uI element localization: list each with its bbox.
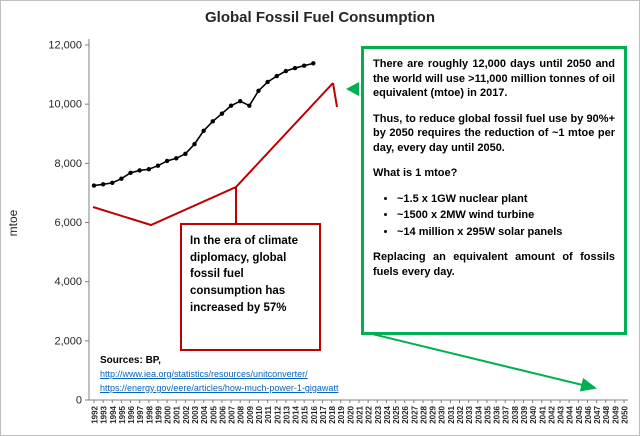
green-arrow-to-2050 [367,332,597,392]
x-tick-label: 2031 [447,405,456,423]
green-annotation-box: There are roughly 12,000 days until 2050… [361,46,627,335]
sources-block: Sources: BP, http://www.iea.org/statisti… [100,355,338,396]
x-tick-label: 1998 [145,405,154,423]
x-tick-label: 2036 [493,405,502,423]
x-tick-label: 2017 [319,405,328,423]
x-tick-label: 2021 [356,405,365,423]
mtoe-equivalents-list: ~1.5 x 1GW nuclear plant ~1500 x 2MW win… [373,192,615,240]
x-tick-label: 2046 [584,405,593,423]
energy-gov-gigawatt-link[interactable]: https://energy.gov/eere/articles/how-muc… [100,382,339,393]
green-box-paragraph-1: There are roughly 12,000 days until 2050… [373,58,615,100]
green-box-question: What is 1 mtoe? [373,167,458,180]
x-tick-label: 1997 [136,405,145,423]
x-tick-label: 2037 [502,405,511,423]
y-tick-label: 2,000 [54,335,82,347]
y-tick-label: 6,000 [54,217,82,229]
x-tick-label: 2005 [209,405,218,423]
x-tick-label: 2018 [328,405,337,423]
x-tick-label: 2012 [273,405,282,423]
y-axis-title: mtoe [6,209,20,236]
x-tick-label: 2032 [456,405,465,423]
list-item: ~14 million x 295W solar panels [397,225,615,240]
x-tick-label: 2002 [182,405,191,423]
x-tick-label: 1999 [154,405,163,423]
x-tick-label: 2003 [191,405,200,423]
list-item: ~1.5 x 1GW nuclear plant [397,192,615,207]
x-tick-label: 2048 [602,405,611,423]
x-tick-label: 1996 [127,405,136,423]
x-tick-label: 1993 [100,405,109,423]
green-box-paragraph-3: Replacing an equivalent amount of fossil… [373,251,615,278]
x-tick-label: 2011 [264,405,273,423]
x-tick-label: 2033 [465,405,474,423]
x-tick-label: 2022 [365,405,374,423]
y-tick-label: 8,000 [54,158,82,170]
x-tick-label: 2016 [310,405,319,423]
x-tick-label: 2025 [392,405,401,423]
green-box-paragraph-2: Thus, to reduce global fossil fuel use b… [373,112,615,154]
x-tick-label: 2027 [410,405,419,423]
x-tick-label: 2010 [255,405,264,423]
x-tick-label: 2043 [557,405,566,423]
x-tick-label: 2035 [483,405,492,423]
x-tick-label: 1994 [109,405,118,423]
y-tick-label: 12,000 [48,40,82,52]
x-tick-label: 2026 [401,405,410,423]
sources-label: Sources: BP, [100,355,161,366]
x-tick-label: 2020 [346,405,355,423]
y-axis-ticks: 0 2,000 4,000 6,000 8,000 10,000 12,000 [48,40,89,407]
x-tick-label: 2006 [218,405,227,423]
x-tick-label: 2038 [511,405,520,423]
chart-title: Global Fossil Fuel Consumption [204,9,435,26]
x-tick-label: 2030 [438,405,447,423]
x-tick-label: 2045 [575,405,584,423]
list-item: ~1500 x 2MW wind turbine [397,208,615,223]
x-tick-label: 2039 [520,405,529,423]
x-tick-label: 2029 [429,405,438,423]
x-tick-label: 2013 [282,405,291,423]
x-tick-label: 2049 [611,405,620,423]
x-tick-label: 2034 [474,405,483,423]
y-tick-label: 10,000 [48,99,82,111]
x-axis-ticks: 1992 1993 1994 1995 1996 1997 1998 1999 2000 2001… [91,400,630,424]
x-tick-label: 2009 [246,405,255,423]
x-tick-label: 2024 [383,405,392,423]
x-tick-label: 2028 [419,405,428,423]
x-tick-label: 2023 [374,405,383,423]
x-tick-label: 1992 [91,405,100,423]
red-annotation-text: In the era of climate diplomacy, global … [190,235,299,314]
x-tick-label: 2014 [292,405,301,423]
consumption-series-line [93,62,314,187]
x-tick-label: 2042 [547,405,556,423]
green-pointer-icon [346,82,359,96]
consumption-series-markers [91,61,316,188]
y-tick-label: 0 [76,395,82,407]
x-tick-label: 2041 [538,405,547,423]
x-tick-label: 2040 [529,405,538,423]
x-tick-label: 2008 [237,405,246,423]
iea-unitconverter-link[interactable]: http://www.iea.org/statistics/resources/… [100,369,308,379]
x-tick-label: 2000 [164,405,173,423]
red-bracket-callout [92,82,338,227]
y-tick-label: 4,000 [54,276,82,288]
x-tick-label: 2044 [566,405,575,423]
x-tick-label: 2047 [593,405,602,423]
red-annotation-box: In the era of climate diplomacy, global … [180,223,321,351]
x-tick-label: 2007 [228,405,237,423]
x-tick-label: 2004 [200,405,209,423]
x-tick-label: 2001 [173,405,182,423]
x-tick-label: 2050 [621,405,630,423]
x-tick-label: 2015 [301,405,310,423]
x-tick-label: 2019 [337,405,346,423]
x-tick-label: 1995 [118,405,127,423]
